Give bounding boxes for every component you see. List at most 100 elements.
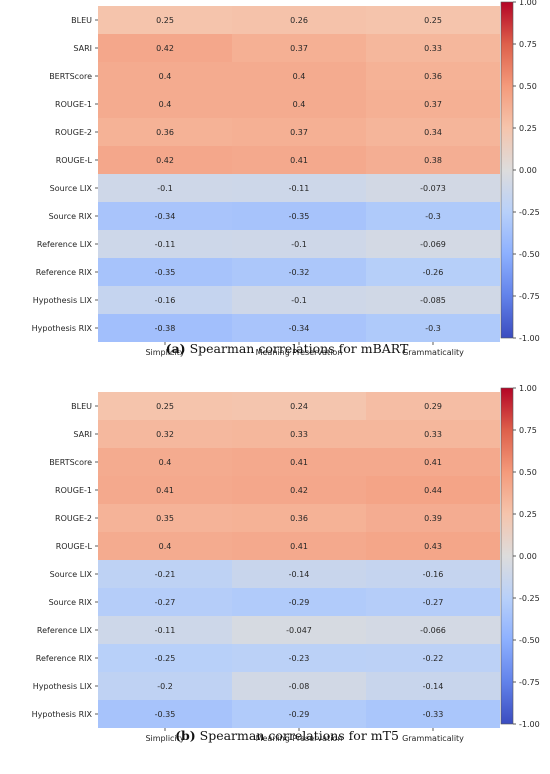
cell-value-label: -0.11 — [289, 184, 310, 193]
cell-value-label: 0.4 — [159, 72, 172, 81]
cell-value-label: -0.22 — [423, 654, 444, 663]
cell-value-label: -0.066 — [420, 626, 446, 635]
cell-value-label: 0.34 — [424, 128, 442, 137]
cell-value-label: -0.1 — [291, 240, 307, 249]
cell-value-label: -0.32 — [289, 268, 310, 277]
heatmap-cell — [366, 448, 500, 476]
heatmap-cell — [366, 616, 500, 644]
heatmap-cell — [366, 286, 500, 314]
cell-value-label: -0.21 — [155, 570, 176, 579]
cell-value-label: 0.41 — [156, 486, 174, 495]
heatmap-cell — [232, 174, 366, 202]
cell-value-label: 0.25 — [156, 402, 174, 411]
cell-value-label: -0.047 — [286, 626, 312, 635]
heatmap-cell — [98, 314, 232, 342]
heatmap-cell — [232, 314, 366, 342]
heatmap-cell — [366, 118, 500, 146]
heatmap-cell — [98, 118, 232, 146]
heatmap-cell — [366, 90, 500, 118]
row-label: BLEU — [71, 402, 92, 411]
heatmap-cell — [232, 420, 366, 448]
heatmap-cell — [98, 202, 232, 230]
colorbar-tick-label: 0.00 — [519, 166, 537, 175]
heatmap-cell — [366, 6, 500, 34]
cell-value-label: 0.4 — [293, 72, 306, 81]
cell-value-label: -0.2 — [157, 682, 173, 691]
heatmap-cell — [98, 6, 232, 34]
cell-value-label: 0.42 — [156, 44, 174, 53]
colorbar-tick-label: 1.00 — [519, 0, 537, 7]
cell-value-label: -0.3 — [425, 212, 441, 221]
figure-caption: (a) Spearman correlations for mBART — [166, 341, 409, 356]
heatmap-cell — [232, 672, 366, 700]
cell-value-label: -0.1 — [157, 184, 173, 193]
colorbar-tick-label: 1.00 — [519, 384, 537, 393]
cell-value-label: 0.44 — [424, 486, 442, 495]
cell-value-label: 0.37 — [424, 100, 442, 109]
heatmap-cell — [232, 588, 366, 616]
colorbar-tick-label: -0.50 — [519, 636, 540, 645]
row-label: Source LIX — [50, 570, 93, 579]
cell-value-label: 0.35 — [156, 514, 174, 523]
cell-value-label: 0.41 — [424, 458, 442, 467]
heatmap-panel-a: 0.25 0.26 0.25 0.42 0.37 0.33 0.4 0.4 0.36 0.4 0.4… — [32, 0, 540, 357]
column-label: Simplicity — [145, 734, 184, 743]
row-label: Reference LIX — [37, 240, 93, 249]
heatmap-cell — [366, 644, 500, 672]
cell-value-label: -0.38 — [155, 324, 176, 333]
heatmap-cell — [232, 6, 366, 34]
heatmap-cell — [232, 62, 366, 90]
colorbar-tick-label: 0.75 — [519, 40, 537, 49]
colorbar-tick-label: 0.00 — [519, 552, 537, 561]
cell-value-label: 0.39 — [424, 514, 442, 523]
caption-tag: (b) — [175, 728, 196, 743]
colorbar-tick-label: -1.00 — [519, 720, 540, 729]
heatmap-cell — [98, 62, 232, 90]
cell-value-label: 0.33 — [424, 430, 442, 439]
cell-value-label: -0.25 — [155, 654, 176, 663]
heatmap-cell — [366, 420, 500, 448]
cell-value-label: -0.085 — [420, 296, 446, 305]
heatmap-cell — [232, 504, 366, 532]
cell-value-label: -0.35 — [289, 212, 310, 221]
cell-value-label: 0.24 — [290, 402, 308, 411]
colorbar — [500, 1, 514, 339]
colorbar-tick-label: -0.25 — [519, 594, 540, 603]
heatmap-cell — [98, 448, 232, 476]
heatmap-cell — [98, 476, 232, 504]
heatmap-cell — [366, 202, 500, 230]
colorbar-tick-label: -0.75 — [519, 678, 540, 687]
heatmap-cell — [366, 588, 500, 616]
column-label: Simplicity — [145, 348, 184, 357]
column-label: Grammaticality — [402, 348, 464, 357]
column-label: Meaning Preservation — [256, 734, 343, 743]
cell-value-label: 0.42 — [290, 486, 308, 495]
cell-value-label: -0.35 — [155, 268, 176, 277]
heatmap-cell — [98, 286, 232, 314]
row-label: ROUGE-L — [56, 542, 93, 551]
heatmap-cell — [232, 90, 366, 118]
heatmap-cell — [232, 448, 366, 476]
cell-value-label: 0.26 — [290, 16, 308, 25]
cell-value-label: -0.26 — [423, 268, 444, 277]
cell-value-label: 0.33 — [290, 430, 308, 439]
row-label: SARI — [73, 430, 92, 439]
row-label: ROUGE-1 — [55, 100, 92, 109]
heatmap-cell — [366, 314, 500, 342]
heatmap-cell — [366, 700, 500, 728]
cell-value-label: 0.36 — [424, 72, 442, 81]
row-label: ROUGE-2 — [55, 128, 92, 137]
heatmap-cell — [98, 392, 232, 420]
cell-value-label: 0.41 — [290, 156, 308, 165]
heatmap-cell — [366, 62, 500, 90]
heatmap-cell — [98, 146, 232, 174]
cell-value-label: -0.08 — [289, 682, 310, 691]
cell-value-label: 0.25 — [156, 16, 174, 25]
cell-value-label: 0.4 — [159, 100, 172, 109]
cell-value-label: 0.38 — [424, 156, 442, 165]
row-label: Source LIX — [50, 184, 93, 193]
colorbar-tick-label: -0.50 — [519, 250, 540, 259]
heatmap-cell — [232, 700, 366, 728]
cell-value-label: -0.16 — [423, 570, 444, 579]
